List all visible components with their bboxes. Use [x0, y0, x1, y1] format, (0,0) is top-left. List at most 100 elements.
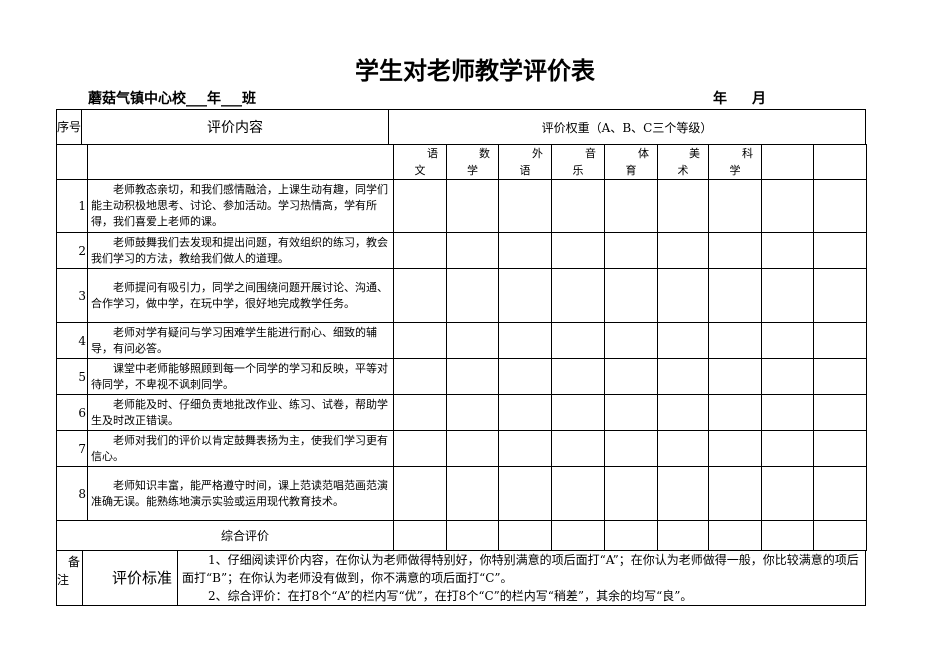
grade-cell[interactable]: [813, 466, 867, 521]
grade-cell[interactable]: [498, 268, 552, 323]
summary-cell[interactable]: [813, 520, 867, 551]
grade-cell[interactable]: [551, 358, 605, 395]
grade-cell[interactable]: [446, 394, 499, 431]
grade-cell[interactable]: [551, 430, 605, 467]
grade-cell[interactable]: [446, 179, 499, 233]
grade-cell[interactable]: [498, 394, 552, 431]
grade-cell[interactable]: [604, 466, 658, 521]
grade-cell[interactable]: [657, 358, 709, 395]
grade-cell[interactable]: [604, 232, 658, 269]
grade-cell[interactable]: [498, 430, 552, 467]
grade-cell[interactable]: [393, 179, 447, 233]
grade-cell[interactable]: [498, 179, 552, 233]
summary-cell[interactable]: [657, 520, 709, 551]
grade-cell[interactable]: [446, 466, 499, 521]
seq-header: 序号: [56, 109, 82, 145]
grade-cell[interactable]: [813, 430, 867, 467]
grade-cell[interactable]: [604, 358, 658, 395]
grade-cell[interactable]: [813, 268, 867, 323]
grade-cell[interactable]: [446, 268, 499, 323]
grade-cell[interactable]: [657, 322, 709, 359]
grade-cell[interactable]: [708, 466, 762, 521]
row-text: 老师对学有疑问与学习困难学生能进行耐心、细致的辅导，有问必答。: [91, 325, 377, 355]
grade-cell[interactable]: [761, 179, 814, 233]
grade-cell[interactable]: [551, 322, 605, 359]
grade-cell[interactable]: [761, 358, 814, 395]
notes-table: 备 注 评价标准 1、仔细阅读评价内容，在你认为老师做得特别好，你特别满意的项后…: [56, 550, 866, 606]
grade-cell[interactable]: [604, 430, 658, 467]
summary-cell[interactable]: [761, 520, 814, 551]
grade-cell[interactable]: [761, 232, 814, 269]
grade-cell[interactable]: [551, 179, 605, 233]
subject-header: 数学: [446, 144, 499, 180]
subject-header: 科学: [708, 144, 762, 180]
summary-cell[interactable]: [393, 520, 447, 551]
grade-cell[interactable]: [761, 268, 814, 323]
grade-cell[interactable]: [393, 322, 447, 359]
grade-cell[interactable]: [446, 358, 499, 395]
grade-cell[interactable]: [446, 322, 499, 359]
grade-cell[interactable]: [551, 466, 605, 521]
summary-cell[interactable]: [604, 520, 658, 551]
grade-cell[interactable]: [498, 466, 552, 521]
summary-cell[interactable]: [498, 520, 552, 551]
grade-cell[interactable]: [813, 179, 867, 233]
grade-cell[interactable]: [446, 430, 499, 467]
month-label: 月: [752, 91, 766, 107]
grade-cell[interactable]: [551, 394, 605, 431]
row-number: 1: [56, 179, 88, 233]
grade-cell[interactable]: [657, 394, 709, 431]
grade-cell[interactable]: [604, 394, 658, 431]
grade-cell[interactable]: [708, 179, 762, 233]
grade-cell[interactable]: [761, 394, 814, 431]
row-number: 6: [56, 394, 88, 431]
subject-header: 美术: [657, 144, 709, 180]
grade-cell[interactable]: [604, 322, 658, 359]
grade-cell[interactable]: [551, 232, 605, 269]
empty-cell: [87, 144, 394, 180]
grade-cell[interactable]: [761, 322, 814, 359]
grade-cell[interactable]: [761, 430, 814, 467]
grade-cell[interactable]: [393, 466, 447, 521]
subject-header: 外语: [498, 144, 552, 180]
grade-cell[interactable]: [708, 268, 762, 323]
summary-cell[interactable]: [446, 520, 499, 551]
grade-cell[interactable]: [393, 232, 447, 269]
grade-cell[interactable]: [551, 268, 605, 323]
grade-cell[interactable]: [813, 358, 867, 395]
summary-cell[interactable]: [708, 520, 762, 551]
grade-cell[interactable]: [657, 268, 709, 323]
grade-cell[interactable]: [657, 430, 709, 467]
notes-label-b: 注: [57, 573, 70, 587]
row-number: 2: [56, 232, 88, 269]
row-number: 8: [56, 466, 88, 521]
grade-cell[interactable]: [813, 322, 867, 359]
grade-cell[interactable]: [657, 466, 709, 521]
grade-cell[interactable]: [813, 232, 867, 269]
summary-cell[interactable]: [551, 520, 605, 551]
grade-cell[interactable]: [393, 394, 447, 431]
grade-cell[interactable]: [446, 232, 499, 269]
subject-char-1: 语: [427, 147, 438, 160]
grade-cell[interactable]: [761, 466, 814, 521]
grade-cell[interactable]: [393, 430, 447, 467]
grade-cell[interactable]: [708, 232, 762, 269]
grade-cell[interactable]: [708, 358, 762, 395]
subject-char-1: 音: [585, 147, 596, 160]
grade-cell[interactable]: [708, 394, 762, 431]
grade-cell[interactable]: [393, 268, 447, 323]
weight-header: 评价权重（A、B、C三个等级）: [388, 109, 866, 145]
grade-cell[interactable]: [657, 179, 709, 233]
grade-cell[interactable]: [708, 430, 762, 467]
table-row: 5 课堂中老师能够照顾到每一个同学的学习和反映，平等对待同学，不卑视不讽刺同学。: [56, 358, 867, 395]
grade-cell[interactable]: [498, 358, 552, 395]
grade-cell[interactable]: [604, 179, 658, 233]
grade-cell[interactable]: [657, 232, 709, 269]
grade-cell[interactable]: [813, 394, 867, 431]
grade-cell[interactable]: [393, 358, 447, 395]
grade-cell[interactable]: [604, 268, 658, 323]
grade-cell[interactable]: [708, 322, 762, 359]
grade-cell[interactable]: [498, 232, 552, 269]
grade-cell[interactable]: [498, 322, 552, 359]
subject-char-2: 乐: [572, 164, 584, 177]
